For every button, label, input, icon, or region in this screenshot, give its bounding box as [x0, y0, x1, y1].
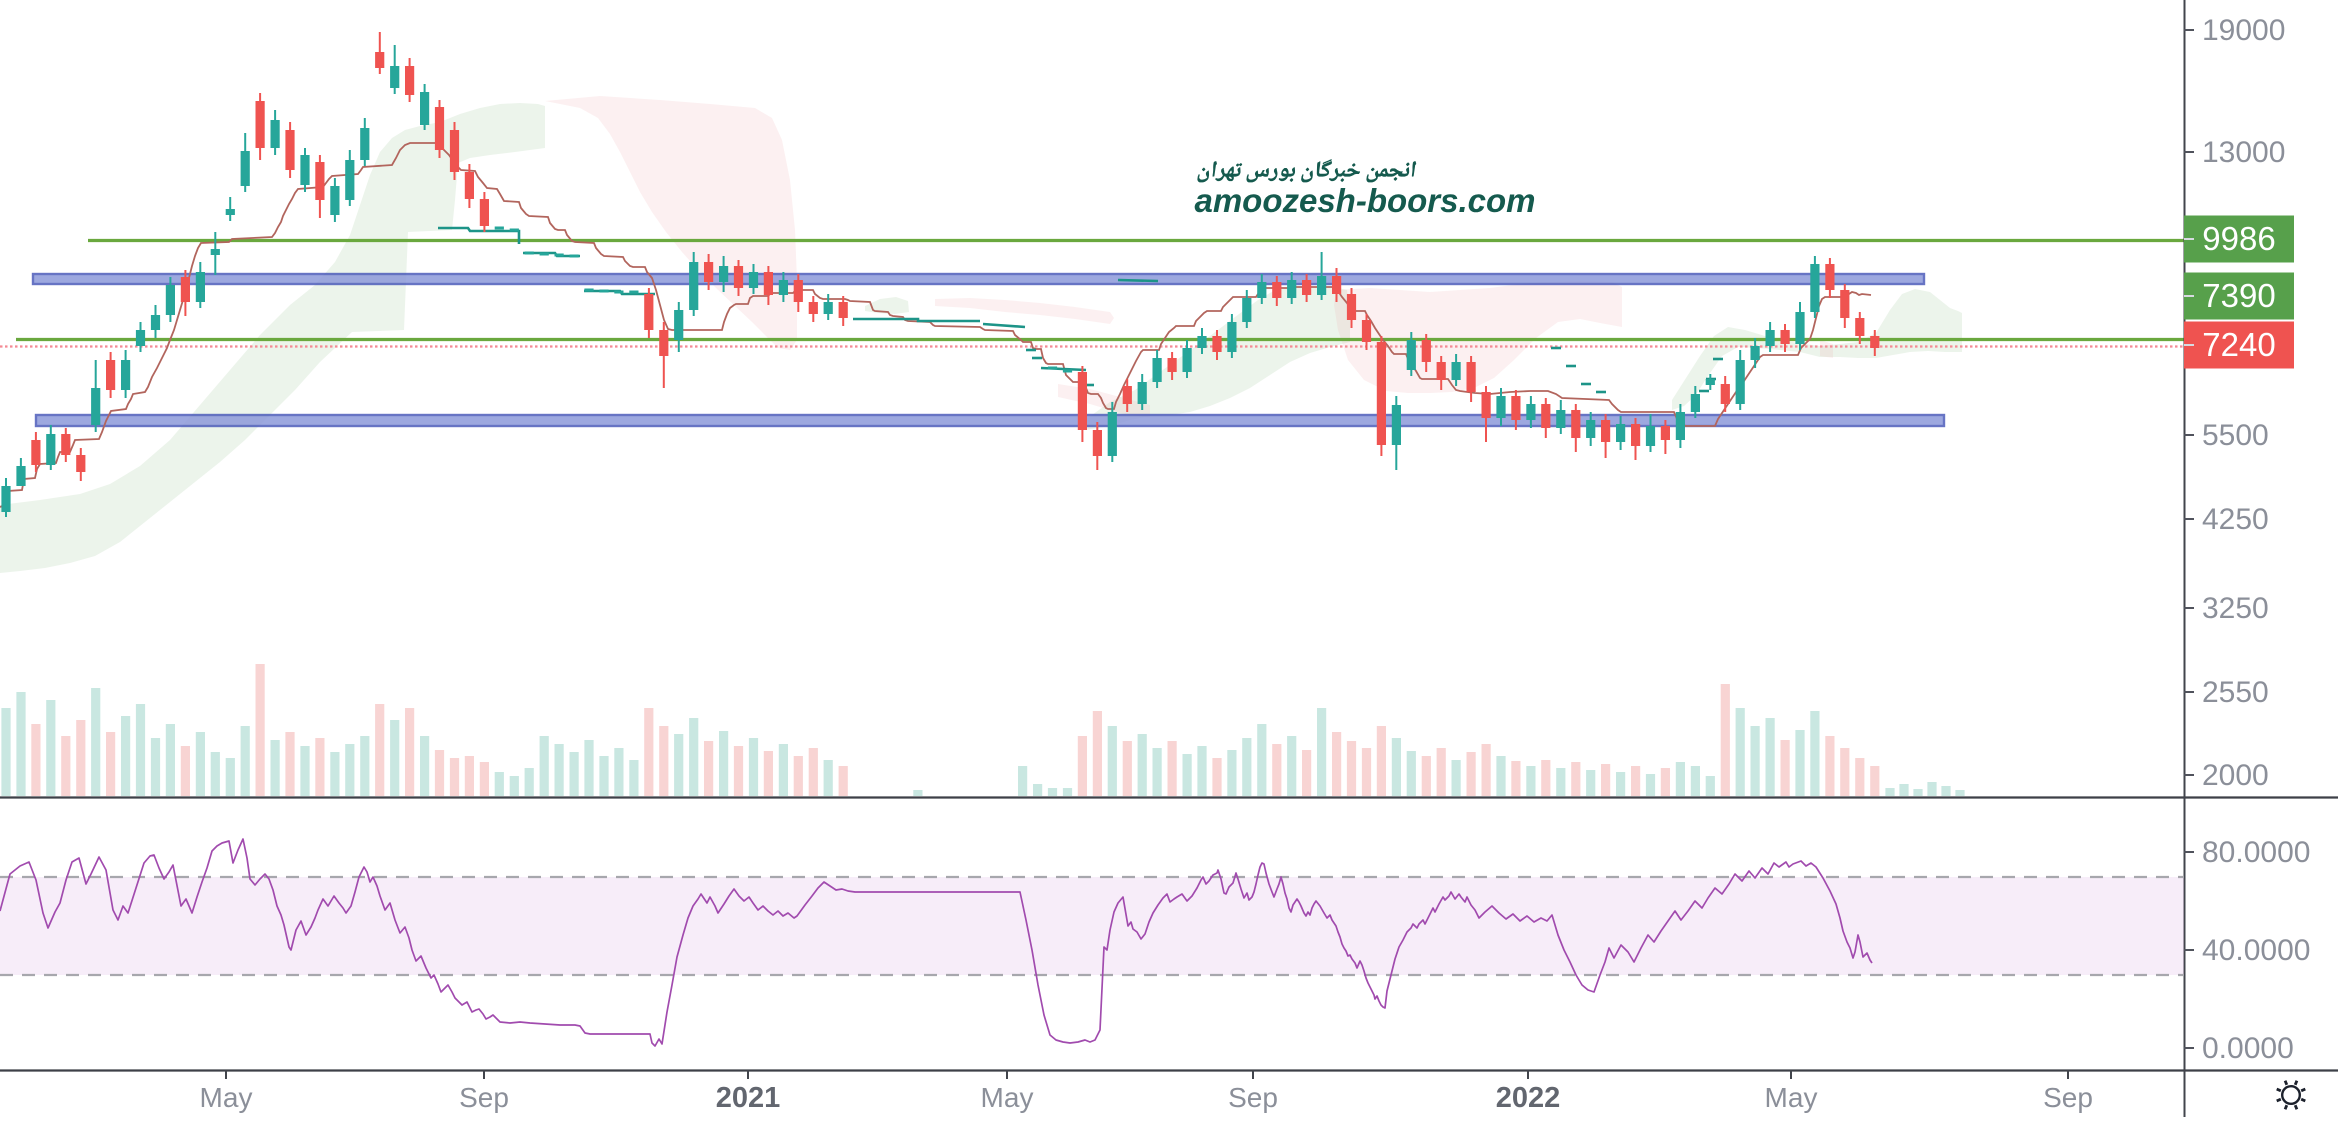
- svg-text:Sep: Sep: [1228, 1082, 1278, 1113]
- svg-text:4250: 4250: [2202, 503, 2269, 536]
- svg-text:0.0000: 0.0000: [2202, 1032, 2294, 1065]
- svg-text:2000: 2000: [2202, 759, 2269, 792]
- svg-text:5500: 5500: [2202, 419, 2269, 452]
- svg-text:May: May: [981, 1082, 1034, 1113]
- svg-text:2550: 2550: [2202, 676, 2269, 709]
- svg-text:2021: 2021: [716, 1082, 781, 1114]
- svg-text:80.0000: 80.0000: [2202, 836, 2310, 869]
- svg-text:May: May: [1765, 1082, 1818, 1113]
- svg-text:13000: 13000: [2202, 136, 2285, 169]
- svg-text:May: May: [200, 1082, 253, 1113]
- svg-text:Sep: Sep: [459, 1082, 509, 1113]
- svg-text:9986: 9986: [2202, 220, 2275, 257]
- svg-text:7240: 7240: [2202, 326, 2275, 363]
- svg-text:40.0000: 40.0000: [2202, 934, 2310, 967]
- svg-text:7390: 7390: [2202, 277, 2275, 314]
- svg-text:2022: 2022: [1496, 1082, 1561, 1114]
- svg-text:amoozesh-boors.com: amoozesh-boors.com: [1194, 182, 1535, 219]
- svg-text:19000: 19000: [2202, 14, 2285, 47]
- svg-text:Sep: Sep: [2043, 1082, 2093, 1113]
- svg-text:3250: 3250: [2202, 592, 2269, 625]
